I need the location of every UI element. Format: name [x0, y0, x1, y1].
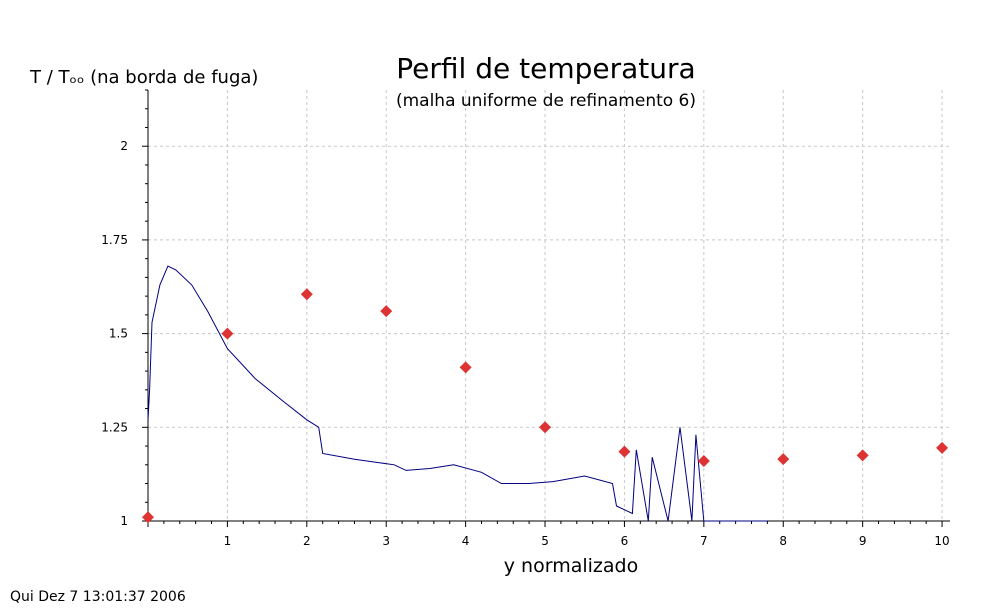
chart-title: Perfil de temperatura [396, 52, 695, 85]
data-point-marker [539, 421, 552, 434]
grid [148, 90, 950, 521]
data-point-marker [221, 327, 234, 340]
x-tick-label: 4 [462, 534, 470, 548]
data-point-marker [936, 441, 949, 454]
x-tick-label: 7 [700, 534, 708, 548]
y-tick-label: 1.75 [101, 233, 128, 247]
x-tick-label: 2 [303, 534, 311, 548]
axes [142, 89, 950, 527]
chart-subtitle: (malha uniforme de refinamento 6) [396, 91, 696, 111]
temperature-line [147, 265, 768, 522]
data-point-marker [459, 361, 472, 374]
y-tick-label: 2 [120, 139, 128, 153]
y-axis-label: T / Tₒₒ (na borda de fuga) [29, 67, 258, 88]
series [142, 265, 949, 524]
data-point-marker [142, 511, 154, 524]
x-tick-label: 10 [934, 534, 949, 548]
data-point-marker [777, 453, 790, 466]
data-point-marker [300, 288, 313, 301]
data-point-marker [856, 449, 869, 462]
x-tick-label: 5 [541, 534, 549, 548]
x-axis-label: y normalizado [504, 555, 638, 577]
x-tick-label: 1 [224, 534, 232, 548]
data-point-marker [380, 305, 393, 318]
x-tick-label: 6 [621, 534, 629, 548]
data-point-marker [697, 455, 710, 468]
y-tick-label: 1 [120, 514, 128, 528]
x-tick-label: 3 [382, 534, 390, 548]
data-point-marker [618, 445, 631, 458]
x-tick-label: 9 [859, 534, 867, 548]
x-tick-label: 8 [779, 534, 787, 548]
tick-labels: 1 2 3 4 5 6 7 8 9 10 1 1.25 1.5 1.75 2 [101, 139, 949, 548]
y-tick-label: 1.5 [109, 327, 128, 341]
timestamp: Qui Dez 7 13:01:37 2006 [10, 589, 186, 605]
y-tick-label: 1.25 [101, 420, 128, 434]
